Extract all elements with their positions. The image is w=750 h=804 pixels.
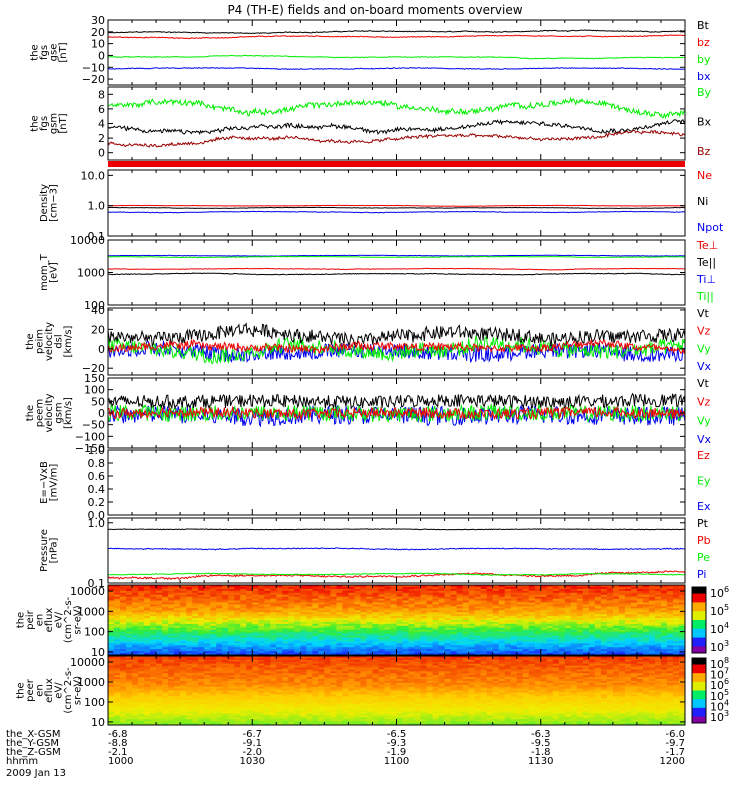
panel-peir-en-eflux: 10610510410310000100010010thepeireneflux… xyxy=(16,585,730,659)
legend-entry: Ne xyxy=(697,169,712,182)
legend-entry: Bx xyxy=(697,116,712,129)
y-tick-label: 100 xyxy=(84,626,105,639)
y-tick-label: 0.4 xyxy=(88,483,106,496)
y-tick-label: 6 xyxy=(98,103,105,116)
y-tick-label: 4 xyxy=(98,118,105,131)
legend-entry: Te⊥ xyxy=(696,239,718,252)
legend-entry: Vz xyxy=(697,325,711,338)
legend-entry: Ex xyxy=(697,500,711,513)
y-axis-label: E=−VxB[mV/m] xyxy=(39,461,60,504)
y-tick-label: 10.0 xyxy=(81,169,106,182)
y-tick-label: 0 xyxy=(98,147,105,160)
heatmap-cells-peer-en-eflux xyxy=(108,656,685,725)
y-tick-label: 40 xyxy=(91,304,105,317)
y-tick-label: 0.2 xyxy=(88,496,106,509)
legend-entry: Ti⊥ xyxy=(696,273,716,286)
legend-entry: bx xyxy=(697,70,711,83)
legend-entry: Bt xyxy=(697,19,710,32)
legend-entry: Ti|| xyxy=(696,290,714,303)
y-tick-label: −20 xyxy=(82,73,105,86)
y-tick-label: 1.0 xyxy=(88,444,106,457)
legend-entry: Pi xyxy=(697,568,706,581)
y-tick-label: 2 xyxy=(98,132,105,145)
heatmap-cells-peir-en-eflux xyxy=(108,585,685,655)
legend-entry: Pe xyxy=(697,551,710,564)
plot-title: P4 (TH-E) fields and on-board moments ov… xyxy=(227,3,522,17)
legend-entry: Vy xyxy=(697,342,711,355)
y-tick-label: 0 xyxy=(98,343,105,356)
y-tick-label: 10000 xyxy=(70,585,105,598)
y-tick-label: 8 xyxy=(98,88,105,101)
legend-entry: Vz xyxy=(697,396,711,409)
y-axis-label: thefgsgse[nT] xyxy=(30,42,69,62)
legend-entry: Ey xyxy=(697,475,711,488)
legend-entry: bz xyxy=(697,36,710,49)
y-tick-label: 1.0 xyxy=(88,200,106,213)
legend-entry: Bz xyxy=(697,145,711,158)
y-tick-label: 20 xyxy=(91,323,105,336)
y-tick-label: 0.6 xyxy=(88,470,106,483)
legend-entry: Vt xyxy=(697,377,710,390)
y-tick-label: 10000 xyxy=(70,234,105,247)
legend-entry: Vt xyxy=(697,307,710,320)
legend-entry: Vx xyxy=(697,360,712,373)
legend-entry: Te|| xyxy=(696,256,716,269)
y-axis-label: Density[cm−3] xyxy=(39,184,60,222)
legend-entry: Pb xyxy=(697,534,711,547)
legend-entry: By xyxy=(697,86,712,99)
y-axis-label: thefgsgsm[nT] xyxy=(30,113,69,134)
legend-entry: by xyxy=(697,53,711,66)
legend-entry: Vx xyxy=(697,433,712,446)
y-tick-label: 1000 xyxy=(77,267,105,280)
legend-entry: Vy xyxy=(697,414,711,427)
legend-entry: Npot xyxy=(697,221,724,234)
legend-entry: Ez xyxy=(697,449,710,462)
legend-entry: Pt xyxy=(697,517,709,530)
legend-entry: Ni xyxy=(697,195,708,208)
panel-peer-en-eflux: 10810710610510410310000100010010thepeere… xyxy=(16,656,730,729)
y-tick-label: 1.0 xyxy=(88,517,106,530)
y-tick-label: 0.8 xyxy=(88,457,106,470)
